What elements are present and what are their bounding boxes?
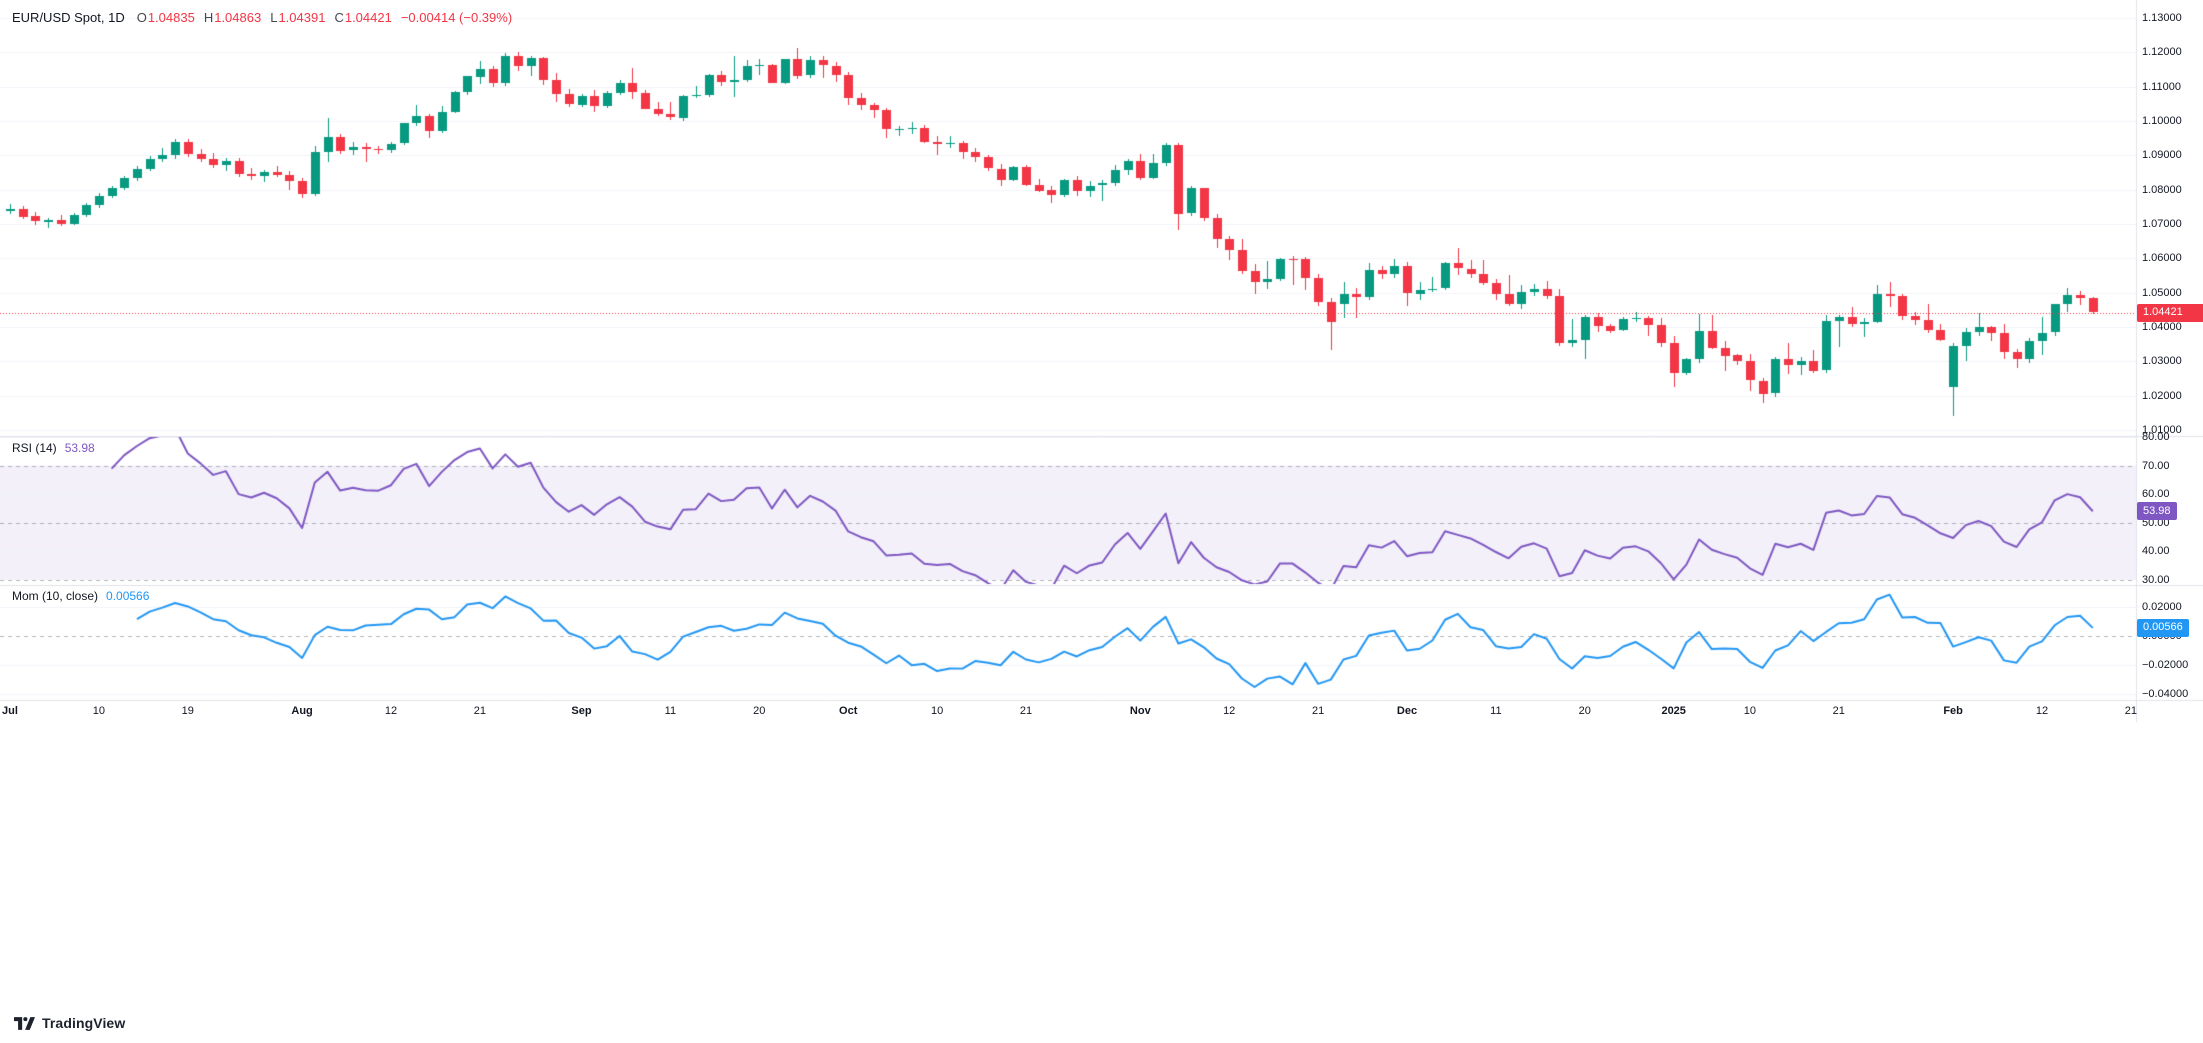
change-value: −0.00414 (−0.39%) [400,10,513,25]
time-axis-label: 21 [473,705,487,717]
rsi-axis-label: 60.00 [2142,488,2170,501]
price-axis-label: 1.06000 [2142,252,2182,265]
time-axis-label: 19 [181,705,194,717]
ohlc-open: O1.04835 [136,10,195,25]
price-axis-label: 1.08000 [2142,183,2182,196]
time-axis-label: Sep [571,705,592,717]
time-axis-label: 12 [384,705,398,717]
price-axis-label: 1.04000 [2142,321,2182,333]
price-axis-label: 1.07000 [2142,218,2182,230]
ohlc-low: L1.04391 [270,10,326,25]
time-axis-label: 20 [753,705,766,717]
time-axis-label: 12 [2035,705,2049,717]
momentum-value: 0.00566 [106,589,150,603]
price-axis-label: 1.11000 [2142,80,2181,93]
time-axis-label: 21 [1832,705,1845,717]
tradingview-logo[interactable]: TradingView [14,1015,125,1031]
time-axis[interactable]: Jul 10 19 Aug 12 21 Sep 11 20 Oct 10 21 Nov 12 21 Dec 11… [0,700,2138,722]
time-axis-label: 12 [1223,705,1236,717]
time-axis-label: 21 [2124,705,2138,717]
price-axis-label: 1.02000 [2142,389,2182,402]
price-axis-label: 1.03000 [2142,355,2182,368]
rsi-axis-label: 80.00 [2142,431,2170,443]
time-axis-label: 10 [92,705,106,717]
rsi-axis-label: 40.00 [2142,545,2170,558]
rsi-value: 53.98 [64,441,95,455]
rsi-axis-label: 30.00 [2142,574,2170,586]
momentum-legend[interactable]: Mom (10, close) 0.00566 [12,589,149,603]
price-axis-label: 1.10000 [2142,115,2182,127]
time-axis-label: 21 [1311,705,1325,717]
time-axis-label: 10 [930,705,944,717]
momentum-axis-label: −0.04000 [2142,688,2189,700]
time-axis-label: Nov [1129,705,1151,717]
time-axis-label: 21 [1019,705,1033,717]
time-axis-label: 11 [1490,705,1502,717]
tradingview-logo-icon [14,1016,35,1030]
time-axis-label: Dec [1396,705,1418,717]
time-axis-label: Feb [1943,705,1963,717]
momentum-title: Mom (10, close) [12,589,99,603]
price-axis-label: 1.13000 [2142,12,2182,24]
momentum-value-badge: 0.00566 [2137,618,2189,637]
time-axis-label: Oct [839,705,858,717]
price-axis-label: 1.05000 [2142,286,2182,299]
rsi-value-badge: 53.98 [2137,502,2177,521]
price-axis-label: 1.09000 [2142,149,2182,162]
time-axis-label: 10 [1743,705,1757,717]
price-axis-label: 1.12000 [2142,46,2182,59]
momentum-axis-label: −0.02000 [2142,659,2189,671]
rsi-axis-label: 70.00 [2142,459,2170,472]
time-axis-label: Jul [2,705,18,717]
tradingview-brand-text: TradingView [42,1015,126,1031]
ohlc-high: H1.04863 [203,10,262,25]
symbol-title: EUR/USD Spot, 1D [12,10,125,25]
symbol-legend[interactable]: EUR/USD Spot, 1D O1.04835 H1.04863 L1.04… [12,10,512,25]
time-axis-label: 2025 [1661,705,1686,717]
ohlc-close: C1.04421 [334,10,392,25]
last-price-badge: 1.04421 [2137,303,2203,322]
price-axis-label: 1.01000 [2142,424,2182,436]
rsi-title: RSI (14) [12,441,57,455]
time-axis-label: 11 [664,705,677,717]
rsi-legend[interactable]: RSI (14) 53.98 [12,441,95,455]
price-axis[interactable]: 1.04421 53.98 0.00566 1.13000 1.12000 1.11… [2136,0,2203,722]
time-axis-label: 20 [1578,705,1591,717]
time-axis-label: Aug [291,705,313,717]
momentum-axis-label: 0.02000 [2142,601,2182,613]
